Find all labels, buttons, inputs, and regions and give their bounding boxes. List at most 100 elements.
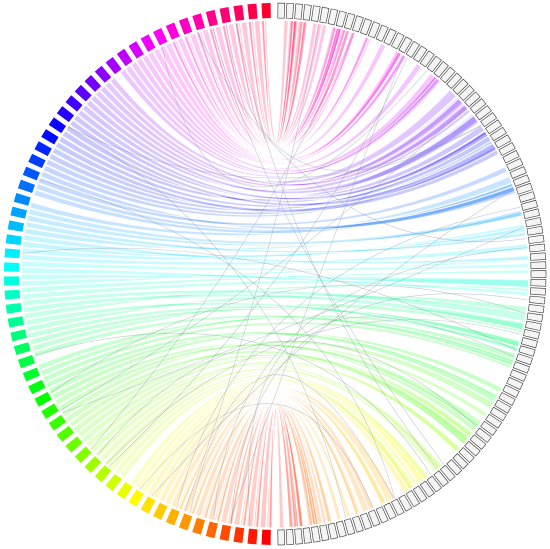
- chord-ribbon: [268, 400, 285, 529]
- chord-ribbon: [260, 19, 289, 148]
- chord-ribbon: [89, 360, 462, 454]
- gray-segment: [398, 36, 413, 54]
- colored-segment: [10, 329, 28, 342]
- gray-segment: [464, 91, 481, 108]
- colored-segment: [84, 75, 102, 92]
- gray-segment: [319, 524, 330, 542]
- colored-segment: [105, 56, 122, 75]
- chord-ribbon: [50, 331, 503, 401]
- gray-segment: [509, 369, 527, 382]
- gray-segment: [439, 66, 456, 84]
- colored-segment: [22, 166, 40, 181]
- gray-segment: [525, 217, 542, 228]
- gray-segment: [528, 304, 545, 314]
- gray-segment: [464, 440, 481, 457]
- gray-segment: [327, 8, 339, 26]
- colored-segment: [116, 48, 133, 67]
- gray-segment: [512, 361, 530, 374]
- chord-ribbon: [118, 376, 416, 491]
- chord-ribbon: [32, 314, 515, 367]
- colored-segment: [105, 473, 122, 492]
- chord-thin-link: [213, 247, 528, 521]
- chord-thin-link: [60, 106, 467, 411]
- gray-segment: [506, 158, 524, 172]
- colored-segment: [140, 34, 156, 52]
- colored-segment: [205, 9, 218, 27]
- gray-segment: [512, 174, 530, 187]
- chord-thin-link: [62, 226, 525, 414]
- colored-segment: [116, 481, 133, 500]
- chord-thin-link: [226, 24, 482, 172]
- gray-segment: [294, 3, 303, 20]
- gray-segment: [375, 506, 389, 524]
- gray-segment: [529, 243, 546, 253]
- chord-thin-link: [228, 54, 404, 524]
- colored-segment: [41, 129, 59, 145]
- colored-segment: [192, 517, 205, 535]
- colored-segment: [74, 446, 92, 464]
- chord-ribbon: [44, 330, 499, 404]
- gray-segment: [343, 518, 356, 536]
- chord-ribbon: [32, 182, 516, 235]
- colored-segment: [219, 524, 231, 541]
- gray-segment: [319, 6, 330, 24]
- colored-segment: [165, 22, 180, 40]
- chord-ribbon: [228, 398, 314, 527]
- gray-segment: [294, 528, 303, 545]
- colored-segment: [56, 106, 75, 123]
- chord-thin-link: [212, 27, 444, 465]
- gray-segment: [518, 345, 536, 357]
- gray-segment: [523, 328, 540, 340]
- gray-segment: [529, 295, 546, 305]
- gray-segment: [383, 28, 397, 46]
- gray-segment: [523, 208, 540, 220]
- gray-segment: [528, 234, 545, 244]
- colored-segment: [128, 489, 144, 507]
- gray-segment: [498, 142, 516, 156]
- chord-ribbon: [177, 392, 352, 519]
- gray-segment: [458, 84, 475, 101]
- gray-segment: [390, 32, 405, 50]
- chord-ribbons: [20, 19, 530, 529]
- gray-segment: [343, 12, 356, 30]
- chord-thin-link: [97, 340, 478, 456]
- colored-segment: [56, 425, 75, 442]
- chord-thin-link: [230, 293, 528, 525]
- colored-segment: [128, 41, 144, 59]
- gray-segment: [494, 399, 512, 414]
- gray-segment: [302, 527, 312, 544]
- chord-ribbon: [37, 165, 509, 227]
- chord-ribbon: [20, 269, 530, 294]
- gray-segment: [285, 2, 294, 19]
- colored-segment: [13, 342, 31, 355]
- gray-segment: [327, 522, 339, 540]
- chord-ribbon: [195, 25, 338, 153]
- gray-segment: [515, 353, 533, 366]
- chord-ribbon: [64, 349, 471, 446]
- colored-segment: [261, 3, 271, 19]
- colored-segment: [233, 526, 245, 544]
- gray-segment: [480, 420, 498, 436]
- chord-ribbon: [20, 260, 530, 272]
- chord-thin-link: [151, 188, 515, 497]
- gray-segment: [352, 515, 364, 533]
- colored-segment: [74, 84, 92, 102]
- gray-segment: [452, 78, 469, 95]
- colored-segment: [178, 513, 193, 531]
- colored-segment: [4, 276, 20, 286]
- gray-segment: [405, 490, 420, 508]
- gray-segment: [515, 182, 533, 195]
- gray-segment: [520, 199, 538, 211]
- colored-segment: [34, 141, 52, 157]
- gray-segment: [485, 413, 503, 429]
- colored-segment: [13, 193, 31, 206]
- chord-ribbon: [170, 30, 356, 157]
- gray-segment: [518, 191, 536, 203]
- colored-segment: [165, 508, 180, 526]
- chord-thin-link: [21, 247, 518, 352]
- gray-segment: [439, 464, 456, 482]
- chord-ribbon: [254, 400, 295, 529]
- gray-segment: [446, 72, 463, 89]
- gray-segment: [367, 509, 381, 527]
